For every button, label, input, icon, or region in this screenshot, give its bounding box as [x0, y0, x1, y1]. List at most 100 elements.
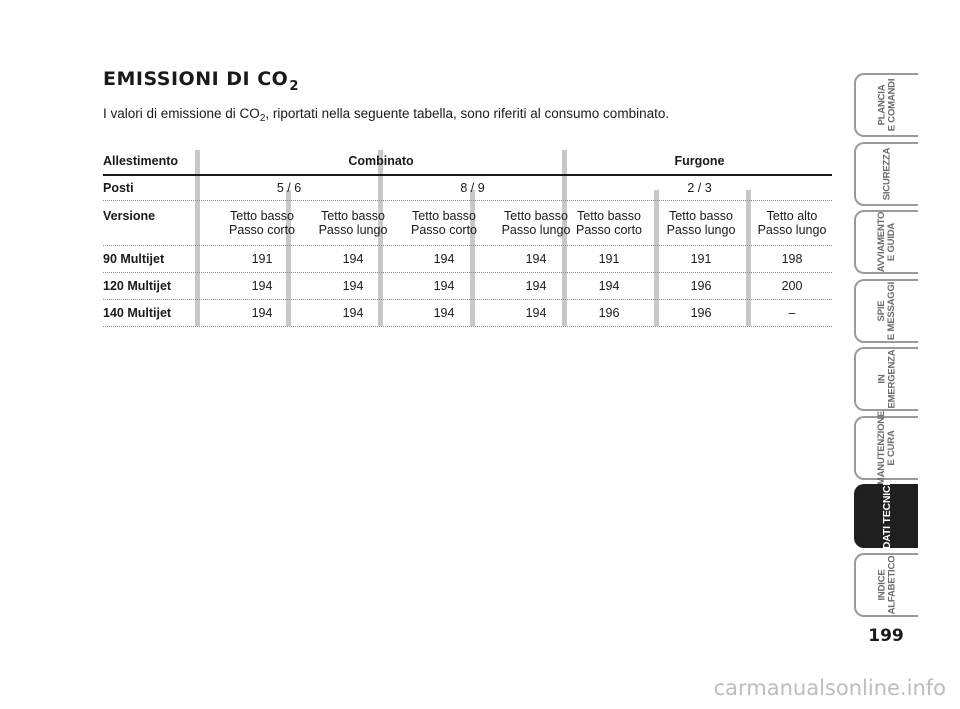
section-tab[interactable]: MANUTENZIONE E CURA — [854, 410, 918, 485]
emission-value: 198 — [781, 252, 803, 266]
versione-cell: Tetto basso Passo corto — [566, 209, 652, 237]
versione-line: Passo lungo — [501, 223, 571, 237]
versione-cell: Tetto alto Passo lungo — [749, 209, 835, 237]
section-tab-label: AVVIAMENTO E GUIDA — [876, 212, 897, 272]
section-tab-line: E GUIDA — [886, 222, 897, 262]
emission-value: 194 — [525, 279, 547, 293]
intro-text-after: , riportati nella seguente tabella, sono… — [265, 106, 670, 121]
column-separator — [654, 190, 659, 326]
page-title: EMISSIONI DI CO2 — [103, 68, 299, 94]
versione-line: Passo corto — [228, 223, 295, 237]
emission-value: 194 — [598, 279, 620, 293]
emission-value: 194 — [433, 252, 455, 266]
versione-line: Tetto basso — [504, 209, 568, 223]
versione-line: Tetto basso — [577, 209, 641, 223]
posti-value: 8 / 9 — [460, 181, 485, 195]
versione-cell: Tetto basso Passo corto — [401, 209, 487, 237]
row-label-versione: Versione — [103, 209, 156, 223]
versione-line: Passo lungo — [757, 223, 827, 237]
emission-value: 194 — [251, 306, 273, 320]
versione-line: Passo corto — [575, 223, 642, 237]
emission-value: 194 — [433, 306, 455, 320]
section-tab-label: SPIE E MESSAGGI — [876, 281, 897, 340]
section-tab[interactable]: IN EMERGENZA — [854, 347, 918, 411]
versione-line: Passo lungo — [666, 223, 736, 237]
section-tab-label: MANUTENZIONE E CURA — [876, 410, 897, 484]
section-tab-label: PLANCIA E COMANDI — [876, 78, 897, 132]
column-separator — [286, 190, 291, 326]
versione-line: Passo corto — [410, 223, 477, 237]
row-rule — [103, 245, 832, 246]
row-rule — [103, 326, 832, 327]
versione-line: Tetto basso — [321, 209, 385, 223]
column-separator — [378, 150, 383, 326]
section-tab-line: DATI TECNICI — [881, 482, 893, 550]
row-label-engine: 90 Multijet — [103, 252, 165, 266]
posti-value: 5 / 6 — [276, 181, 302, 195]
emission-value: 194 — [342, 252, 364, 266]
section-tab-line: EMERGENZA — [886, 349, 897, 409]
section-tab-label: INDICE ALFABETICO — [876, 555, 897, 614]
section-tab-line: E CURA — [886, 429, 897, 466]
emission-value: 194 — [251, 279, 273, 293]
emission-value: 194 — [525, 306, 547, 320]
versione-cell: Tetto basso Passo lungo — [658, 209, 744, 237]
row-rule — [103, 272, 832, 273]
intro-subscript: 2 — [259, 113, 266, 124]
emission-value: 191 — [251, 252, 273, 266]
emission-value: 194 — [342, 279, 364, 293]
versione-line: Passo lungo — [318, 223, 388, 237]
section-tab-line: E MESSAGGI — [886, 281, 897, 340]
emission-value: 196 — [690, 279, 712, 293]
versione-line: Tetto basso — [412, 209, 476, 223]
posti-value: 2 / 3 — [687, 181, 712, 195]
emissions-table: Allestimento Combinato Furgone Posti 5 / 6 8 … — [103, 150, 832, 330]
row-label-posti: Posti — [103, 181, 134, 195]
header-group-furgone: Furgone — [674, 154, 725, 168]
section-tab[interactable]: SICUREZZA — [854, 141, 918, 206]
column-separator — [562, 150, 567, 326]
versione-line: Tetto alto — [766, 209, 818, 223]
section-tab-line: ALFABETICO — [885, 555, 897, 614]
versione-line: Tetto basso — [669, 209, 733, 223]
row-rule — [103, 299, 832, 300]
section-tab[interactable]: DATI TECNICI — [854, 482, 918, 550]
section-tab-line: SICUREZZA — [881, 147, 892, 200]
page-number: 199 — [868, 626, 904, 646]
title-subscript: 2 — [289, 79, 299, 94]
versione-cell: Tetto basso Passo lungo — [310, 209, 396, 237]
emission-value: 194 — [433, 279, 455, 293]
section-tab[interactable]: SPIE E MESSAGGI — [854, 278, 918, 343]
emission-value: 196 — [690, 306, 712, 320]
column-separator — [195, 150, 200, 326]
header-allestimento: Allestimento — [103, 154, 179, 168]
section-tab-label: SICUREZZA — [881, 147, 892, 200]
emission-value: – — [788, 306, 796, 320]
section-tab[interactable]: PLANCIA E COMANDI — [854, 73, 918, 137]
row-label-engine: 140 Multijet — [103, 306, 172, 320]
section-tab-label: IN EMERGENZA — [876, 349, 897, 409]
intro-text-before: I valori di emissione di CO — [103, 106, 260, 121]
header-rule — [103, 174, 832, 176]
emission-value: 194 — [525, 252, 547, 266]
emission-value: 200 — [781, 279, 803, 293]
section-tab-line: E COMANDI — [886, 78, 897, 132]
versione-cell: Tetto basso Passo lungo — [493, 209, 579, 237]
header-group-combinato: Combinato — [348, 154, 414, 168]
emission-value: 191 — [690, 252, 712, 266]
emission-value: 194 — [342, 306, 364, 320]
column-separator — [746, 190, 751, 326]
emission-value: 196 — [598, 306, 620, 320]
watermark: carmanualsonline.info — [713, 676, 946, 700]
versione-line: Tetto basso — [230, 209, 294, 223]
section-tab[interactable]: INDICE ALFABETICO — [854, 552, 918, 617]
title-text: EMISSIONI DI CO — [103, 68, 289, 90]
section-tab-label: DATI TECNICI — [881, 482, 893, 550]
intro-paragraph: I valori di emissione di CO2, riportati … — [103, 106, 669, 124]
versione-cell: Tetto basso Passo corto — [219, 209, 305, 237]
emission-value: 191 — [598, 252, 620, 266]
row-label-engine: 120 Multijet — [103, 279, 172, 293]
column-separator — [470, 190, 475, 326]
section-tab[interactable]: AVVIAMENTO E GUIDA — [854, 210, 918, 274]
row-rule — [103, 200, 832, 201]
